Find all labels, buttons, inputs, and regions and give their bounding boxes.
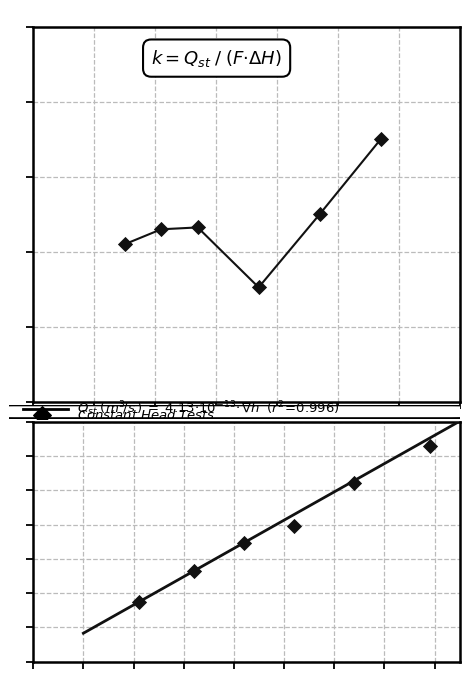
Point [190, 566, 198, 576]
Point [135, 597, 142, 608]
Point [157, 224, 165, 235]
Point [316, 209, 323, 220]
Point [194, 222, 201, 233]
Text: $\mathbf{\mathit{Constant\;Head\;Tests}}$: $\mathbf{\mathit{Constant\;Head\;Tests}}… [77, 408, 215, 422]
Point [121, 239, 128, 250]
FancyBboxPatch shape [0, 405, 464, 418]
Point [426, 441, 433, 452]
Point [240, 538, 248, 549]
Point [38, 409, 46, 420]
Text: $\mathbf{\mathit{Q_{st}}}$$\mathbf{\mathit{\;(m^3\!/s\,)\;=\;4.13{\cdot}10^{-13}: $\mathbf{\mathit{Q_{st}}}$$\mathbf{\math… [77, 400, 339, 418]
Text: $\mathbf{\mathit{k = Q_{st}\;/\;(F{\cdot}\Delta H)}}$: $\mathbf{\mathit{k = Q_{st}\;/\;(F{\cdot… [151, 48, 282, 69]
Point [351, 478, 358, 489]
Point [291, 520, 298, 531]
Point [255, 282, 263, 293]
Point [377, 134, 384, 145]
